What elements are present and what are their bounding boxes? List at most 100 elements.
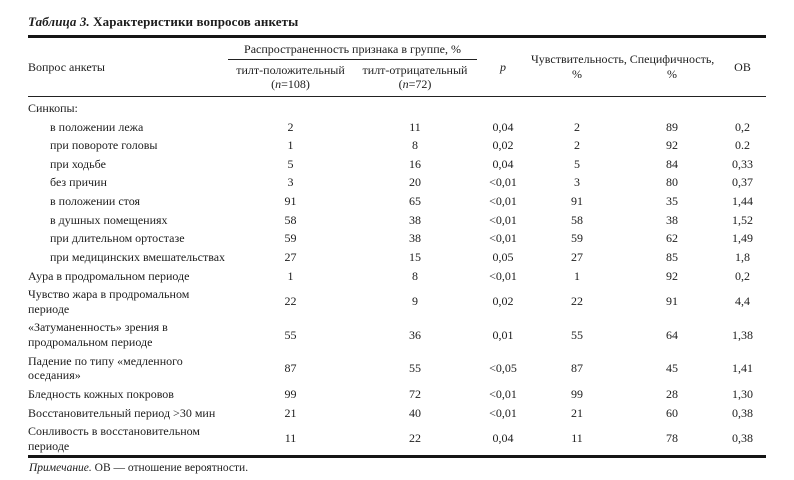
- table-row: «Затуманенность» зрения в продромальном …: [28, 318, 766, 351]
- n-var: n: [275, 77, 282, 92]
- cell-value: [353, 96, 477, 117]
- footnote-label: Примечание.: [29, 462, 92, 475]
- cell-value: 59: [284, 231, 297, 246]
- cell-value: 45: [666, 360, 678, 375]
- cell-value: <0,01: [489, 194, 517, 208]
- table-row: в душных помещениях 58 38 <0,01 58 38 1,52: [28, 211, 766, 230]
- cell-value: 2: [574, 119, 580, 134]
- cell-value: <0,01: [489, 212, 517, 227]
- cell-value: 16: [409, 156, 421, 171]
- cell-value: 11: [409, 119, 421, 134]
- cell-value: <0,01: [489, 231, 517, 246]
- cell-value: 84: [666, 156, 678, 171]
- cell-value: 0,38: [732, 431, 753, 446]
- cell-value: 1: [574, 268, 580, 283]
- row-label: «Затуманенность» зрения в продромальном …: [28, 320, 168, 349]
- table-row: при ходьбе 5 16 0,04 5 84 0,33: [28, 155, 766, 174]
- row-label: Бледность кожных покровов: [28, 386, 174, 401]
- row-label: при повороте головы: [50, 138, 158, 153]
- cell-value: 9: [412, 294, 418, 309]
- cell-value: 38: [409, 231, 421, 246]
- cell-value: 87: [284, 360, 297, 375]
- cell-value: 28: [666, 386, 678, 401]
- cell-value: 91: [571, 194, 583, 208]
- cell-value: 92: [666, 138, 678, 153]
- cell-value: [477, 96, 529, 117]
- cell-value: 65: [409, 194, 421, 208]
- table-row: при длительном ортостазе 59 38 <0,01 59 62 1,4…: [28, 229, 766, 248]
- cell-value: 36: [409, 327, 421, 342]
- table-body: Синкопы: в положении лежа 2 11 0,04 2 89 0,2 при…: [28, 96, 766, 457]
- cell-value: 11: [284, 431, 297, 446]
- cell-value: 1: [287, 138, 294, 153]
- table-row: Чувство жара в продромальном периоде 22 9 0…: [28, 285, 766, 318]
- cell-value: 58: [571, 212, 583, 227]
- cell-value: 85: [666, 249, 678, 264]
- tilt-positive-label: тилт-положительный: [236, 62, 345, 77]
- table-row: при медицинских вмешательствах 27 15 0,05 27…: [28, 248, 766, 267]
- footnote-text: ОВ — отношение вероятности.: [94, 462, 249, 475]
- cell-value: 3: [287, 175, 294, 190]
- n-value: =108): [281, 77, 310, 92]
- cell-value: 0,02: [492, 138, 514, 153]
- cell-value: 2: [574, 138, 580, 153]
- cell-value: 1,44: [732, 194, 753, 208]
- cell-value: 0,33: [732, 156, 753, 171]
- cell-value: 38: [666, 212, 678, 227]
- row-label: в положении стоя: [50, 194, 141, 208]
- cell-value: 99: [571, 386, 583, 401]
- cell-value: 21: [571, 405, 583, 420]
- cell-value: 20: [409, 175, 421, 190]
- cell-value: 64: [666, 327, 678, 342]
- cell-value: <0,01: [489, 268, 517, 283]
- cell-value: 99: [284, 386, 297, 401]
- cell-value: 1,30: [732, 386, 753, 401]
- cell-value: 4,4: [735, 294, 750, 309]
- cell-value: 3: [574, 175, 580, 190]
- cell-value: <0,01: [489, 386, 517, 401]
- row-label: Аура в продромальном периоде: [28, 268, 190, 283]
- row-label: Восстановительный период >30 мин: [28, 405, 216, 420]
- cell-value: 92: [666, 268, 678, 283]
- cell-value: 1,41: [732, 360, 753, 375]
- cell-value: 0.2: [735, 138, 750, 153]
- cell-value: 55: [284, 327, 297, 342]
- cell-value: 0,2: [735, 268, 750, 283]
- row-label: Синкопы:: [28, 100, 78, 115]
- header-tilt-negative: тилт-отрицательный (n=72): [353, 59, 477, 97]
- cell-value: 91: [284, 194, 297, 208]
- cell-value: 0,37: [732, 175, 753, 190]
- table-title: Таблица 3. Характеристики вопросов анкет…: [28, 14, 766, 30]
- cell-value: 0,2: [735, 119, 750, 134]
- table-row: в положении стоя 91 65 <0,01 91 35 1,44: [28, 192, 766, 211]
- tilt-negative-label: тилт-отрицательный: [362, 62, 468, 77]
- table-row: без причин 3 20 <0,01 3 80 0,37: [28, 173, 766, 192]
- cell-value: 5: [574, 156, 580, 171]
- cell-value: 11: [571, 431, 583, 446]
- cell-value: 78: [666, 431, 678, 446]
- cell-value: 21: [284, 405, 297, 420]
- n-var: n: [402, 77, 409, 92]
- cell-value: 55: [571, 327, 583, 342]
- header-prevalence-group: Распространенность признака в группе, %: [228, 36, 477, 60]
- cell-value: [719, 96, 766, 117]
- cell-value: 15: [409, 249, 421, 264]
- table-title-text: Характеристики вопросов анкеты: [93, 14, 299, 29]
- table-row: Аура в продромальном периоде 1 8 <0,01 1 92 0,…: [28, 267, 766, 286]
- cell-value: 0,04: [492, 156, 514, 171]
- table-row: Восстановительный период >30 мин 21 40 <0,0…: [28, 404, 766, 423]
- cell-value: 8: [412, 138, 418, 153]
- cell-value: 91: [666, 294, 678, 309]
- n-value: =72): [408, 77, 432, 92]
- header-sensitivity: Чувствительность, %: [529, 36, 627, 97]
- cell-value: 0,04: [492, 431, 514, 446]
- table-row: в положении лежа 2 11 0,04 2 89 0,2: [28, 118, 766, 137]
- cell-value: 35: [666, 194, 678, 208]
- table-row: Бледность кожных покровов 99 72 <0,01 99 28 1,…: [28, 385, 766, 404]
- row-label: в положении лежа: [50, 119, 144, 134]
- cell-value: 80: [666, 175, 678, 190]
- cell-value: 2: [287, 119, 294, 134]
- cell-value: 0,04: [492, 119, 514, 134]
- row-label: без причин: [50, 175, 107, 190]
- cell-value: 60: [666, 405, 678, 420]
